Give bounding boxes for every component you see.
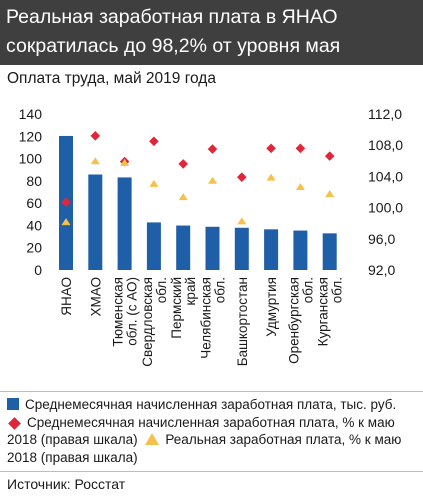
diamond-point [295,143,306,154]
right-tick-label: 104,0 [368,168,403,184]
legend-divider [0,391,423,392]
triangle-point [325,190,335,198]
category-label: Курганскаяобл. [316,277,345,346]
diamond-point [61,197,71,207]
triangle-point [266,173,276,181]
diamond-point [324,151,335,161]
category-label: ЯНАО [59,277,74,316]
title-bar: Реальная заработная плата в ЯНАО сократи… [0,0,423,86]
bar-mark [205,226,220,270]
triangle-point [61,218,71,226]
diamond-point [207,144,218,154]
triangle-point [237,217,247,225]
chart-subtitle: Оплата труда, май 2019 года [7,70,216,87]
source-divider [0,471,423,472]
category-label: Пермскийкрай [169,277,198,339]
category-label: Свердловскаяобл. [140,277,169,367]
bar-mark [146,222,161,270]
triangle-point [90,157,100,165]
right-tick-label: 100,0 [368,200,403,216]
bar-mark [234,227,249,270]
category-label: ХМАО [88,277,103,316]
triangle-point [149,179,159,187]
bar-mark [176,225,191,270]
source-note: Источник: Росстат [7,476,126,492]
category-label: Тюменскаяобл. (с АО) [111,277,140,347]
category-label: Башкортостан [235,277,250,366]
bar-mark [293,230,308,270]
diamond-point [266,143,276,154]
right-tick-label: 96,0 [368,231,395,247]
left-tick-label: 140 [19,106,43,122]
triangle-point [120,158,130,166]
triangle-point [295,183,305,191]
legend-triangle-marker [145,433,160,445]
bar-mark [322,233,337,270]
diamond-point [149,136,159,147]
right-tick-label: 92,0 [368,262,395,278]
left-tick-label: 120 [19,128,43,144]
legend-label-salary: Среднемесячная начисленная заработная пл… [25,397,397,412]
right-tick-label: 112,0 [368,106,402,122]
chart-title: Реальная заработная плата в ЯНАО сократи… [6,6,341,86]
left-tick-label: 0 [34,262,42,278]
category-label: Челябинскаяобл. [199,277,228,359]
triangle-point [178,193,188,201]
left-tick-label: 100 [19,151,43,167]
legend: Среднемесячная начисленная заработная пл… [7,396,417,466]
bar-mark [264,229,279,270]
left-tick-label: 80 [26,173,42,189]
diamond-point [237,172,247,182]
diamond-point [178,159,188,169]
legend-label-salary-pct: Среднемесячная начисленная заработная пл… [7,414,395,448]
chart-plot: 140 120 100 80 60 40 20 0 112,0 108,0 104,0 100,0 96… [19,106,404,367]
left-tick-label: 20 [26,240,42,256]
triangle-point [208,176,217,184]
bar-mark [88,174,103,270]
left-tick-label: 60 [26,195,42,211]
legend-label-real-salary: Реальная заработная плата, % к маю 2018 … [7,432,402,465]
legend-bar-swatch [7,398,19,410]
category-label: Удмуртия [264,277,279,337]
right-tick-label: 108,0 [368,137,403,153]
left-tick-label: 40 [26,217,42,233]
category-label: Оренбургскаяобл. [286,277,315,364]
legend-diamond-marker [8,416,21,430]
diamond-point [90,131,101,141]
bar-mark [117,177,132,270]
